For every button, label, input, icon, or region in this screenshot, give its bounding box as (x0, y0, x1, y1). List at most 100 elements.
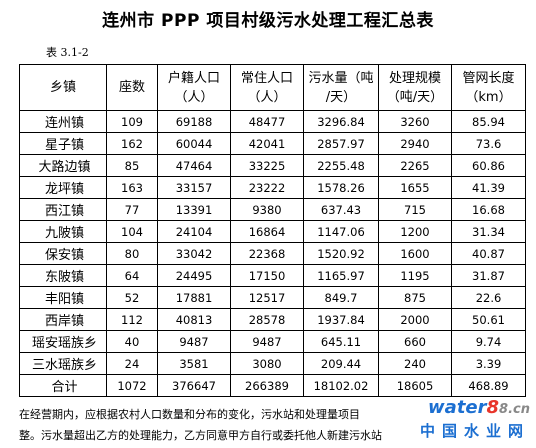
row-town: 三水瑶族乡 (19, 352, 107, 375)
row-town: 西岸镇 (19, 308, 107, 331)
row-treatment-capacity: 3260 (378, 110, 452, 133)
table-row: 西江镇 77 13391 9380 637.43 715 16.68 (19, 198, 526, 221)
row-treatment-capacity: 2265 (378, 154, 452, 177)
row-pipe-length: 9.74 (451, 330, 526, 353)
row-town: 瑶安瑶族乡 (19, 330, 107, 353)
watermark-url: water88.cn (428, 397, 530, 418)
row-resident-population: 28578 (230, 308, 304, 331)
row-town: 九陂镇 (19, 220, 107, 243)
row-registered-population: 47464 (157, 154, 231, 177)
row-resident-population: 3080 (230, 352, 304, 375)
header-town: 乡镇 (19, 64, 107, 111)
row-resident-population: 9487 (230, 330, 304, 353)
header-treatment-capacity: 处理规模 （吨/天） (378, 64, 452, 111)
row-town: 大路边镇 (19, 154, 107, 177)
footnote-line-2: 整。污水量超出乙方的处理能力，乙方同意甲方自行或委托他人新建污水站 (19, 429, 382, 442)
row-town: 保安镇 (19, 242, 107, 265)
total-label: 合计 (19, 374, 107, 397)
row-treatment-capacity: 660 (378, 330, 452, 353)
row-registered-population: 9487 (157, 330, 231, 353)
row-seats: 112 (106, 308, 158, 331)
row-seats: 24 (106, 352, 158, 375)
table-row: 龙坪镇 163 33157 23222 1578.26 1655 41.39 (19, 176, 526, 199)
row-pipe-length: 16.68 (451, 198, 526, 221)
row-resident-population: 48477 (230, 110, 304, 133)
footnote-line-1: 在经营期内，应根据农村人口数量和分布的变化，污水站和处理量项目 (19, 408, 360, 421)
row-resident-population: 42041 (230, 132, 304, 155)
table-row: 西岸镇 112 40813 28578 1937.84 2000 50.61 (19, 308, 526, 331)
watermark-site-name: 中国水业网 (419, 422, 530, 440)
row-pipe-length: 50.61 (451, 308, 526, 331)
total-registered-population: 376647 (157, 374, 231, 397)
header-seats: 座数 (106, 64, 158, 111)
row-sewage-volume: 1147.06 (303, 220, 379, 243)
table-total-row: 合计 1072 376647 266389 18102.02 18605 468… (19, 374, 526, 397)
header-sewage-volume: 污水量（吨/天） (303, 64, 379, 111)
total-sewage-volume: 18102.02 (303, 374, 379, 397)
row-sewage-volume: 3296.84 (303, 110, 379, 133)
row-registered-population: 13391 (157, 198, 231, 221)
row-town: 连州镇 (19, 110, 107, 133)
row-sewage-volume: 645.11 (303, 330, 379, 353)
row-town: 丰阳镇 (19, 286, 107, 309)
header-resident-population: 常住人口 （人） (230, 64, 304, 111)
row-registered-population: 24104 (157, 220, 231, 243)
watermark-logo: water88.cn 中国水业网 (410, 398, 530, 444)
row-sewage-volume: 637.43 (303, 198, 379, 221)
total-pipe-length: 468.89 (451, 374, 526, 397)
row-town: 龙坪镇 (19, 176, 107, 199)
row-seats: 109 (106, 110, 158, 133)
row-registered-population: 33157 (157, 176, 231, 199)
row-seats: 77 (106, 198, 158, 221)
total-treatment-capacity: 18605 (378, 374, 452, 397)
row-treatment-capacity: 875 (378, 286, 452, 309)
row-town: 西江镇 (19, 198, 107, 221)
table-row: 三水瑶族乡 24 3581 3080 209.44 240 3.39 (19, 352, 526, 375)
row-town: 星子镇 (19, 132, 107, 155)
total-resident-population: 266389 (230, 374, 304, 397)
row-seats: 104 (106, 220, 158, 243)
row-treatment-capacity: 1200 (378, 220, 452, 243)
row-treatment-capacity: 715 (378, 198, 452, 221)
row-resident-population: 22368 (230, 242, 304, 265)
row-seats: 40 (106, 330, 158, 353)
row-registered-population: 17881 (157, 286, 231, 309)
row-registered-population: 33042 (157, 242, 231, 265)
row-resident-population: 33225 (230, 154, 304, 177)
row-pipe-length: 22.6 (451, 286, 526, 309)
row-treatment-capacity: 2000 (378, 308, 452, 331)
header-pipe-length: 管网长度 （km） (451, 64, 526, 111)
row-sewage-volume: 2857.97 (303, 132, 379, 155)
row-sewage-volume: 1937.84 (303, 308, 379, 331)
row-treatment-capacity: 2940 (378, 132, 452, 155)
row-sewage-volume: 849.7 (303, 286, 379, 309)
row-resident-population: 9380 (230, 198, 304, 221)
table-row: 九陂镇 104 24104 16864 1147.06 1200 31.34 (19, 220, 526, 243)
table-row: 瑶安瑶族乡 40 9487 9487 645.11 660 9.74 (19, 330, 526, 353)
row-sewage-volume: 2255.48 (303, 154, 379, 177)
row-town: 东陂镇 (19, 264, 107, 287)
header-registered-population: 户籍人口 （人） (157, 64, 231, 111)
total-seats: 1072 (106, 374, 158, 397)
row-treatment-capacity: 1195 (378, 264, 452, 287)
row-resident-population: 16864 (230, 220, 304, 243)
row-registered-population: 69188 (157, 110, 231, 133)
row-treatment-capacity: 240 (378, 352, 452, 375)
row-resident-population: 12517 (230, 286, 304, 309)
row-registered-population: 60044 (157, 132, 231, 155)
row-pipe-length: 31.34 (451, 220, 526, 243)
row-seats: 64 (106, 264, 158, 287)
row-seats: 52 (106, 286, 158, 309)
row-sewage-volume: 1578.26 (303, 176, 379, 199)
row-treatment-capacity: 1655 (378, 176, 452, 199)
row-pipe-length: 3.39 (451, 352, 526, 375)
table-row: 东陂镇 64 24495 17150 1165.97 1195 31.87 (19, 264, 526, 287)
table-row: 保安镇 80 33042 22368 1520.92 1600 40.87 (19, 242, 526, 265)
row-sewage-volume: 1165.97 (303, 264, 379, 287)
row-registered-population: 3581 (157, 352, 231, 375)
row-resident-population: 17150 (230, 264, 304, 287)
table-row: 大路边镇 85 47464 33225 2255.48 2265 60.86 (19, 154, 526, 177)
row-seats: 162 (106, 132, 158, 155)
row-registered-population: 40813 (157, 308, 231, 331)
table-row: 连州镇 109 69188 48477 3296.84 3260 85.94 (19, 110, 526, 133)
